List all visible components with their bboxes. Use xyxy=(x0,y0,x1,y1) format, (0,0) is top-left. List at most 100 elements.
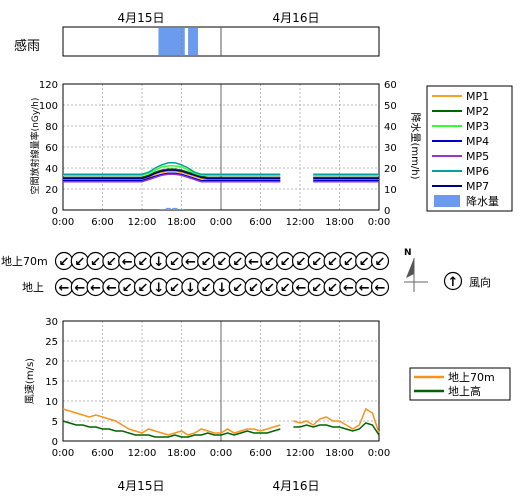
wind-direction-arrow-icon: ← xyxy=(343,281,354,296)
date-label-day1-bottom: 4月15日 xyxy=(118,479,165,493)
wind-direction-arrow-icon: ← xyxy=(248,255,259,270)
precipitation-y-axis-label: 降水量(mm/h) xyxy=(409,113,422,180)
radiation-series-MP3-line xyxy=(63,165,379,177)
wind-direction-legend-icon: ↑ xyxy=(443,271,463,291)
wind-speed-x-tick-label: 18:00 xyxy=(167,448,196,459)
rain-band xyxy=(158,28,185,55)
radiation-x-tick-label: 18:00 xyxy=(325,217,354,228)
radiation-x-tick-label: 0:00 xyxy=(368,217,390,228)
radiation-y2-tick-label: 40 xyxy=(384,122,397,133)
wind-direction-arrow-icon: ↙ xyxy=(59,255,70,270)
wind-direction-arrow-icon: ↙ xyxy=(311,255,322,270)
radiation-frame xyxy=(62,83,380,211)
wind-direction-circle xyxy=(370,251,390,271)
radiation-y2-tick-label: 60 xyxy=(384,80,397,91)
wind-direction-arrow-icon: ← xyxy=(59,281,70,296)
wind-direction-arrow-icon: ↙ xyxy=(90,255,101,270)
radiation-series-MP1-line xyxy=(63,170,379,181)
wind-direction-arrow-icon: ↙ xyxy=(106,255,117,270)
radiation-x-tick-label: 0:00 xyxy=(52,217,74,228)
wind-direction-legend-arrow: ↑ xyxy=(448,275,459,290)
radiation-series-MP7-line xyxy=(63,169,379,180)
radiation-x-tick-label: 6:00 xyxy=(249,217,271,228)
wind-speed-x-tick-label: 6:00 xyxy=(249,448,271,459)
radiation-series-MP5-line xyxy=(63,173,379,183)
wind-speed-x-tick-label: 6:00 xyxy=(91,448,113,459)
radiation-x-tick-label: 12:00 xyxy=(286,217,315,228)
wind-speed-x-tick-label: 0:00 xyxy=(210,448,232,459)
wind-speed-y-tick-label: 25 xyxy=(45,337,58,348)
wind-direction-arrow-icon: ↙ xyxy=(74,255,85,270)
wind-direction-arrow-icon: ← xyxy=(296,281,307,296)
wind-speed-y-tick-label: 15 xyxy=(45,377,58,388)
wind-direction-arrow-icon: ↙ xyxy=(232,281,243,296)
rain-band xyxy=(188,28,198,55)
rain-sensor-panel xyxy=(62,26,380,57)
radiation-y-tick-label: 20 xyxy=(45,185,58,196)
wind-direction-arrow-icon: ↓ xyxy=(217,281,228,296)
wind-direction-arrow-icon: ↙ xyxy=(311,281,322,296)
radiation-legend-frame xyxy=(426,85,513,212)
precipitation-bar xyxy=(172,207,178,210)
wind-direction-arrow-icon: ↙ xyxy=(264,255,275,270)
date-label-day1-top: 4月15日 xyxy=(118,11,165,25)
legend-label-地上70m: 地上70m xyxy=(448,371,495,384)
radiation-x-tick-label: 18:00 xyxy=(167,217,196,228)
legend-label-MP3: MP3 xyxy=(466,120,489,133)
wind-direction-arrow-icon: ↙ xyxy=(201,281,212,296)
radiation-series-MP6-line xyxy=(63,162,379,176)
wind-row-label: 地上70m xyxy=(1,255,48,268)
wind-direction-arrow-icon: ↙ xyxy=(375,255,386,270)
legend-label-precipitation: 降水量 xyxy=(466,194,499,208)
wind-speed-series-地上70m-line xyxy=(62,407,380,436)
wind-speed-y-tick-label: 10 xyxy=(45,397,58,408)
wind-direction-arrow-icon: ← xyxy=(375,281,386,296)
wind-direction-arrow-icon: ↙ xyxy=(169,281,180,296)
wind-speed-y-axis-label: 風速(m/s) xyxy=(24,358,36,404)
wind-speed-y-tick-label: 5 xyxy=(52,417,58,428)
wind-direction-arrow-icon: ↙ xyxy=(327,281,338,296)
wind-direction-arrow-icon: ↓ xyxy=(153,255,164,270)
wind-speed-y-tick-label: 20 xyxy=(45,357,58,368)
wind-direction-arrow-icon: ↙ xyxy=(122,281,133,296)
wind-direction-legend-label: 風向 xyxy=(469,275,491,289)
wind-speed-series-地上高-line xyxy=(62,420,380,438)
wind-direction-arrow-icon: ↙ xyxy=(264,281,275,296)
wind-speed-x-tick-label: 0:00 xyxy=(52,448,74,459)
radiation-y2-tick-label: 20 xyxy=(384,164,397,175)
wind-direction-arrow-icon: ↙ xyxy=(138,255,149,270)
radiation-x-tick-label: 12:00 xyxy=(128,217,157,228)
wind-direction-arrow-icon: ↙ xyxy=(217,255,228,270)
radiation-y-tick-label: 120 xyxy=(39,80,58,91)
legend-label-MP2: MP2 xyxy=(466,105,489,118)
wind-direction-arrow-icon: ↓ xyxy=(185,281,196,296)
wind-direction-arrow-icon: ← xyxy=(106,281,117,296)
radiation-x-tick-label: 6:00 xyxy=(91,217,113,228)
radiation-y2-tick-label: 10 xyxy=(384,185,397,196)
radiation-chart: 0 20 40 60 80 100 120 0 10 20 30 40 50 60 0:00 6:00 12:0… xyxy=(39,80,397,228)
radiation-y2-tick-label: 30 xyxy=(384,143,397,154)
wind-row-label: 地上 xyxy=(22,281,44,294)
wind-speed-x-tick-label: 0:00 xyxy=(368,448,390,459)
radiation-y-tick-label: 60 xyxy=(45,143,58,154)
wind-direction-arrow-icon: ↙ xyxy=(169,255,180,270)
radiation-y-tick-label: 100 xyxy=(39,101,58,112)
rain-sensor-label: 感雨 xyxy=(14,38,40,54)
north-compass-icon xyxy=(404,258,428,292)
radiation-y2-tick-label: 0 xyxy=(384,206,390,217)
wind-direction-arrow-icon: ↙ xyxy=(280,255,291,270)
wind-direction-arrow-icon: ← xyxy=(122,255,133,270)
wind-direction-arrow-icon: ↙ xyxy=(201,255,212,270)
wind-speed-chart: 0 5 10 15 20 25 30 0:00 6:00 12:00 18:00 0:00 6:00 12… xyxy=(45,317,390,459)
wind-direction-panel: 地上70m ↙ ↙ ↙ ↙ ← ↙ ↓ ↙ ← ↙ ↙ ↙ ← ↙ ↙ ↙ ↙ ↙ ↙ ↙ ↙ 地上 ← ← ← ← ↙ ↙ ↓ ↙ ↓ ↙ ↓ ↙… xyxy=(1,251,390,297)
wind-direction-arrow-icon: ← xyxy=(359,281,370,296)
radiation-y-tick-label: 80 xyxy=(45,122,58,133)
wind-speed-x-tick-label: 12:00 xyxy=(286,448,315,459)
wind-speed-y-tick-label: 0 xyxy=(52,437,58,448)
legend-swatch-precipitation xyxy=(434,195,460,207)
legend-label-MP5: MP5 xyxy=(466,150,489,163)
radiation-x-tick-label: 0:00 xyxy=(210,217,232,228)
wind-speed-x-tick-label: 18:00 xyxy=(325,448,354,459)
